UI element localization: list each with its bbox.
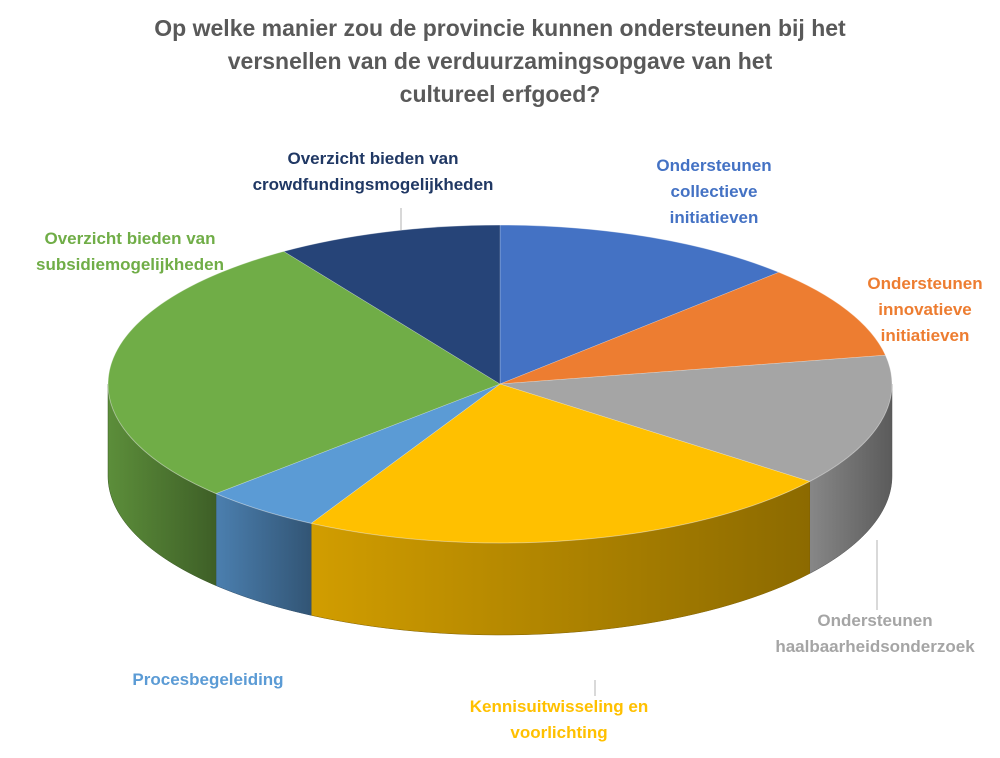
slice-label-innovatieve-line-2: innovatieve (878, 300, 972, 319)
slice-label-haalbaarheid-line-1: Ondersteunen (817, 611, 933, 630)
slice-label-crowdfunding-line-2: crowdfundingsmogelijkheden (252, 175, 494, 194)
slice-label-haalbaarheid: Ondersteunen haalbaarheidsonderzoek (760, 608, 990, 660)
slice-label-collectieve-line-1: Ondersteunen (656, 156, 772, 175)
slice-label-collectieve-line-2: collectieve (670, 182, 758, 201)
pie-slice-1 (499, 271, 886, 385)
slice-label-kennisuitwisseling-line-1: Kennisuitwisseling en (469, 697, 649, 716)
pie-side-walls (107, 383, 893, 636)
slice-label-innovatieve: Ondersteunen innovatieve initiatieven (850, 271, 1000, 349)
slice-label-subsidie-line-2: subsidiemogelijkheden (36, 255, 224, 274)
slice-label-innovatieve-line-3: initiatieven (880, 326, 970, 345)
pie-slice-5 (107, 251, 501, 494)
pie-top-faces (107, 224, 893, 544)
slice-label-procesbegeleiding-line-1: Procesbegeleiding (132, 670, 284, 689)
chart-title-line-2: versnellen van de verduurzamingsopgave v… (227, 48, 773, 74)
pie-rim-highlight (107, 224, 893, 544)
slice-label-collectieve-line-3: initiatieven (669, 208, 759, 227)
pie-slice-3 (310, 383, 811, 544)
pie-slice-2 (499, 354, 893, 482)
slice-label-kennisuitwisseling-line-2: voorlichting (510, 723, 608, 742)
slice-label-innovatieve-line-1: Ondersteunen (867, 274, 983, 293)
chart-title-line-3: cultureel erfgoed? (399, 81, 601, 107)
pie-slice-4 (215, 383, 501, 524)
slice-label-crowdfunding: Overzicht bieden van crowdfundingsmogeli… (228, 146, 518, 198)
slice-label-collectieve: Ondersteunen collectieve initiatieven (634, 153, 794, 231)
slice-label-crowdfunding-line-1: Overzicht bieden van (287, 149, 459, 168)
pie-slice-0 (499, 224, 780, 385)
slice-label-procesbegeleiding: Procesbegeleiding (118, 667, 298, 693)
pie-slice-6 (282, 224, 501, 385)
slice-label-kennisuitwisseling: Kennisuitwisseling en voorlichting (454, 694, 664, 746)
slice-label-haalbaarheid-line-2: haalbaarheidsonderzoek (775, 637, 975, 656)
slice-label-subsidie: Overzicht bieden van subsidiemogelijkhed… (20, 226, 240, 278)
chart-title: Op welke manier zou de provincie kunnen … (0, 12, 1000, 111)
chart-title-line-1: Op welke manier zou de provincie kunnen … (154, 15, 846, 41)
slice-label-subsidie-line-1: Overzicht bieden van (44, 229, 216, 248)
